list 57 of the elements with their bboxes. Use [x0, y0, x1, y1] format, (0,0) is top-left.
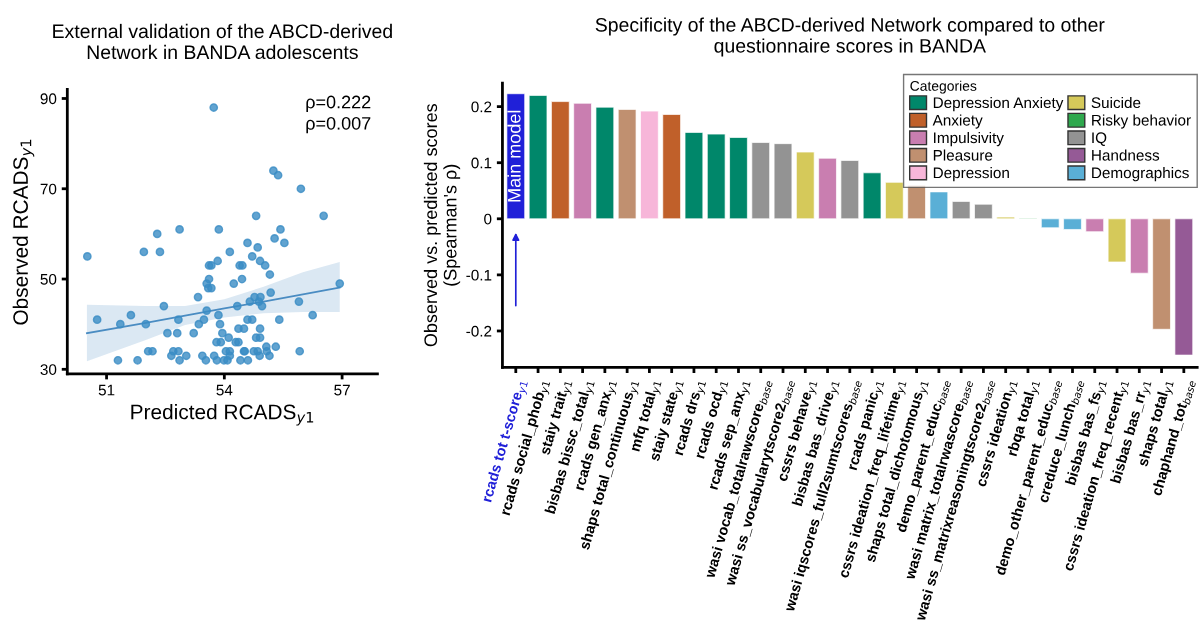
y-tick-label: 0 [484, 213, 492, 225]
chart-title: External validation of the ABCD-derived Network in BANDA adolescents [53, 23, 392, 60]
y-axis-title: Observed vs. predicted scores (Spearman's ρ) [423, 103, 461, 347]
x-tick-label: 54 [216, 384, 233, 396]
bar [974, 203, 993, 220]
bar [1040, 218, 1060, 229]
bar [729, 137, 748, 220]
x-tick-label: 51 [98, 384, 115, 396]
bar [1107, 218, 1127, 263]
y-tick-label: 90 [40, 93, 57, 105]
bar [751, 142, 770, 220]
bar [573, 102, 592, 220]
bar [617, 109, 637, 220]
bar [706, 133, 726, 220]
y-tick-label: 70 [40, 183, 57, 195]
legend-label: Pleasure [933, 149, 993, 161]
legend-label: Handness [1092, 149, 1160, 161]
legend-label: Anxiety [932, 114, 983, 129]
y-tick-label: 0.1 [471, 157, 492, 169]
y-tick-label: 30 [40, 364, 57, 375]
bar [595, 106, 615, 220]
bar [796, 151, 815, 220]
bar [840, 160, 860, 220]
legend-title: Categories [910, 80, 977, 94]
annotation: ρ=0.222 [306, 95, 371, 112]
bar [1152, 218, 1171, 330]
legend-label: Depression [933, 167, 1009, 182]
bar [1085, 218, 1105, 233]
annotation: ρ=0.007 [306, 116, 371, 134]
chart-title: Specificity of the ABCD-derived Network compared to other questionnaire scores in BANDA [595, 17, 1105, 57]
annotation: Main model [507, 110, 521, 202]
legend-label: Suicide [1091, 96, 1141, 109]
legend-label: Depression Anxiety [933, 96, 1064, 112]
y-tick-label: 50 [40, 273, 57, 285]
legend-label: Risky behavior [1092, 114, 1191, 129]
bar [862, 172, 882, 220]
bar [1063, 218, 1082, 230]
x-tick-label: 57 [334, 384, 350, 396]
x-axis-title: Predicted RCADS$_{y1}$ [131, 404, 314, 426]
y-tick-label: 0.2 [471, 101, 492, 113]
legend-label: IQ [1092, 132, 1107, 146]
bar [551, 101, 570, 220]
bar [929, 191, 949, 220]
y-tick-label: -0.2 [466, 325, 492, 337]
legend-label: Demographics [1092, 167, 1189, 182]
bar [951, 201, 971, 220]
bar [1174, 218, 1194, 356]
legend-label: Impulsivity [934, 131, 1004, 147]
bar [773, 143, 793, 220]
bar [684, 132, 704, 220]
y-tick-label: -0.1 [466, 269, 492, 281]
bar [1130, 218, 1149, 274]
bar [662, 114, 681, 220]
y-axis-title: Observed RCADS$_{y1}$ [12, 139, 35, 325]
bar [640, 110, 659, 220]
bar [818, 157, 837, 220]
bar [528, 95, 548, 220]
